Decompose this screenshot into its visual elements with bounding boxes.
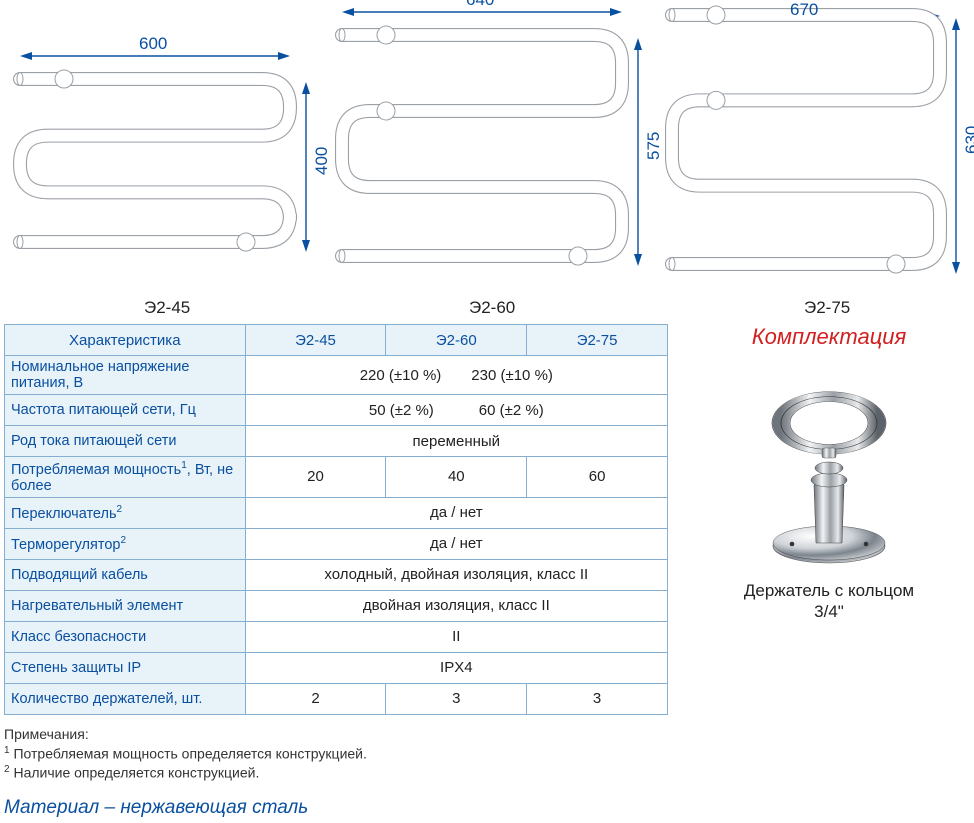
height-dimension-label: 575 bbox=[644, 132, 664, 160]
spec-row-value: да / нет bbox=[245, 528, 667, 559]
note-item: 2 Наличие определяется конструкцией. bbox=[4, 763, 668, 783]
equipment-title: Комплектация bbox=[688, 324, 970, 350]
spec-row-label: Переключатель2 bbox=[5, 497, 246, 528]
width-dimension-label: 670 bbox=[790, 0, 818, 20]
spec-row-value: переменный bbox=[245, 426, 667, 457]
holder-caption: Держатель с кольцом 3/4" bbox=[688, 580, 970, 623]
spec-row-label: Степень защиты IP bbox=[5, 652, 246, 683]
width-dimension-label: 640 bbox=[466, 0, 494, 10]
holder-caption-line2: 3/4" bbox=[814, 602, 844, 621]
spec-row-value: 50 (±2 %) 60 (±2 %) bbox=[245, 395, 667, 426]
spec-row-value: IPX4 bbox=[245, 652, 667, 683]
spec-row-value: двойная изоляция, класс II bbox=[245, 590, 667, 621]
spec-row-value: II bbox=[245, 621, 667, 652]
width-dimension-label: 600 bbox=[139, 34, 167, 54]
spec-row-value: 20 bbox=[245, 457, 386, 498]
notes-block: Примечания: 1 Потребляемая мощность опре… bbox=[4, 725, 668, 783]
spec-row-value: 40 bbox=[386, 457, 527, 498]
spec-row-value: холодный, двойная изоляция, класс II bbox=[245, 559, 667, 590]
spec-row-value: да / нет bbox=[245, 497, 667, 528]
spec-row-label: Потребляемая мощность1, Вт, не более bbox=[5, 457, 246, 498]
holder-illustration bbox=[688, 368, 970, 572]
note-item: 1 Потребляемая мощность определяется кон… bbox=[4, 744, 668, 764]
spec-row-value: 3 bbox=[527, 683, 668, 714]
table-column-header: Э2-60 bbox=[386, 325, 527, 356]
spec-row-label: Номинальное напряжение питания, В bbox=[5, 356, 246, 395]
spec-row-label: Частота питающей сети, Гц bbox=[5, 395, 246, 426]
spec-row-label: Нагревательный элемент bbox=[5, 590, 246, 621]
spec-row-label: Количество держателей, шт. bbox=[5, 683, 246, 714]
table-column-header: Э2-75 bbox=[527, 325, 668, 356]
spec-row-label: Терморегулятор2 bbox=[5, 528, 246, 559]
height-dimension-label: 400 bbox=[312, 147, 332, 175]
holder-caption-line1: Держатель с кольцом bbox=[744, 581, 914, 600]
notes-heading: Примечания: bbox=[4, 725, 668, 744]
technical-drawings: 600400 640575 bbox=[4, 4, 970, 294]
model-label-1: Э2-45 bbox=[144, 298, 190, 318]
equipment-column: Комплектация bbox=[668, 324, 970, 819]
spec-table: ХарактеристикаЭ2-45Э2-60Э2-75 Номинальное… bbox=[4, 324, 668, 715]
model-label-2: Э2-60 bbox=[469, 298, 515, 318]
spec-row-value: 60 bbox=[527, 457, 668, 498]
spec-row-value: 2 bbox=[245, 683, 386, 714]
spec-row-value: 220 (±10 %) 230 (±10 %) bbox=[245, 356, 667, 395]
model-label-3: Э2-75 bbox=[804, 298, 850, 318]
height-dimension-label: 630 bbox=[962, 126, 974, 154]
spec-row-label: Класс безопасности bbox=[5, 621, 246, 652]
table-header-label: Характеристика bbox=[5, 325, 246, 356]
spec-row-label: Подводящий кабель bbox=[5, 559, 246, 590]
spec-row-value: 3 bbox=[386, 683, 527, 714]
model-labels-row: Э2-45 Э2-60 Э2-75 bbox=[4, 298, 970, 322]
spec-table-container: ХарактеристикаЭ2-45Э2-60Э2-75 Номинальное… bbox=[4, 324, 668, 819]
table-column-header: Э2-45 bbox=[245, 325, 386, 356]
material-line: Материал – нержавеющая сталь bbox=[4, 797, 668, 819]
spec-row-label: Род тока питающей сети bbox=[5, 426, 246, 457]
